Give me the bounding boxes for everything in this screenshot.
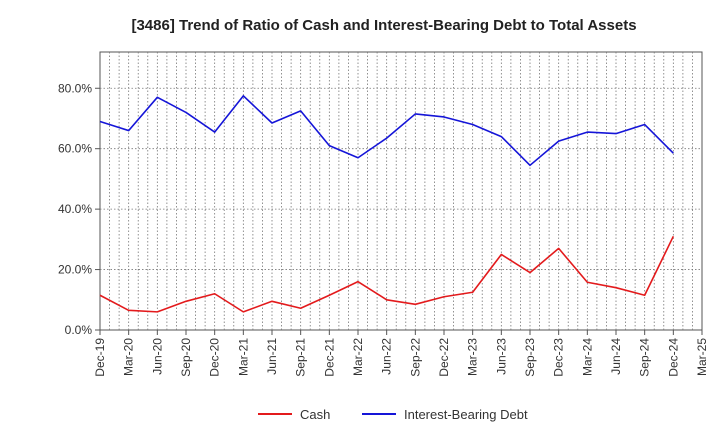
x-tick-label: Dec-20 <box>208 338 222 377</box>
y-tick-label: 40.0% <box>58 202 92 216</box>
x-tick-label: Sep-21 <box>294 338 308 377</box>
series-line-cash <box>99 235 675 313</box>
y-tick-label: 80.0% <box>58 81 92 95</box>
x-tick-label: Sep-20 <box>179 338 193 377</box>
axes: 0.0% 20.0% 40.0% 60.0% 80.0% Dec-19 Mar-20 Jun-… <box>58 81 709 376</box>
x-tick-label: Sep-22 <box>408 338 422 377</box>
series-line-interest-bearing-debt <box>99 95 674 167</box>
x-tick-label: Dec-22 <box>437 338 451 377</box>
x-tick-label: Jun-20 <box>150 338 164 375</box>
x-tick-label: Mar-22 <box>351 338 365 376</box>
x-tick-label: Mar-25 <box>695 338 709 376</box>
grid <box>99 51 703 331</box>
y-tick-label: 0.0% <box>65 323 93 337</box>
x-tick-label: Mar-24 <box>580 338 594 376</box>
x-tick-label: Mar-23 <box>466 338 480 376</box>
x-tick-label: Mar-21 <box>236 338 250 376</box>
legend: Cash Interest-Bearing Debt <box>258 407 528 422</box>
x-tick-label: Dec-23 <box>552 338 566 377</box>
y-tick-label: 20.0% <box>58 263 92 277</box>
x-tick-label: Mar-20 <box>122 338 136 376</box>
plot-frame <box>99 51 703 331</box>
legend-label: Interest-Bearing Debt <box>404 407 528 422</box>
x-tick-label: Jun-24 <box>609 338 623 375</box>
x-tick-label: Jun-21 <box>265 338 279 375</box>
x-tick-label: Sep-24 <box>638 338 652 377</box>
x-tick-label: Dec-21 <box>322 338 336 377</box>
x-tick-label: Sep-23 <box>523 338 537 377</box>
chart-title: [3486] Trend of Ratio of Cash and Intere… <box>131 17 636 34</box>
x-tick-label: Jun-22 <box>380 338 394 375</box>
y-tick-label: 60.0% <box>58 142 92 156</box>
series-layer <box>99 95 675 313</box>
x-tick-label: Jun-23 <box>494 338 508 375</box>
legend-label: Cash <box>300 407 330 422</box>
x-tick-label: Dec-24 <box>666 338 680 377</box>
x-tick-label: Dec-19 <box>93 338 107 377</box>
